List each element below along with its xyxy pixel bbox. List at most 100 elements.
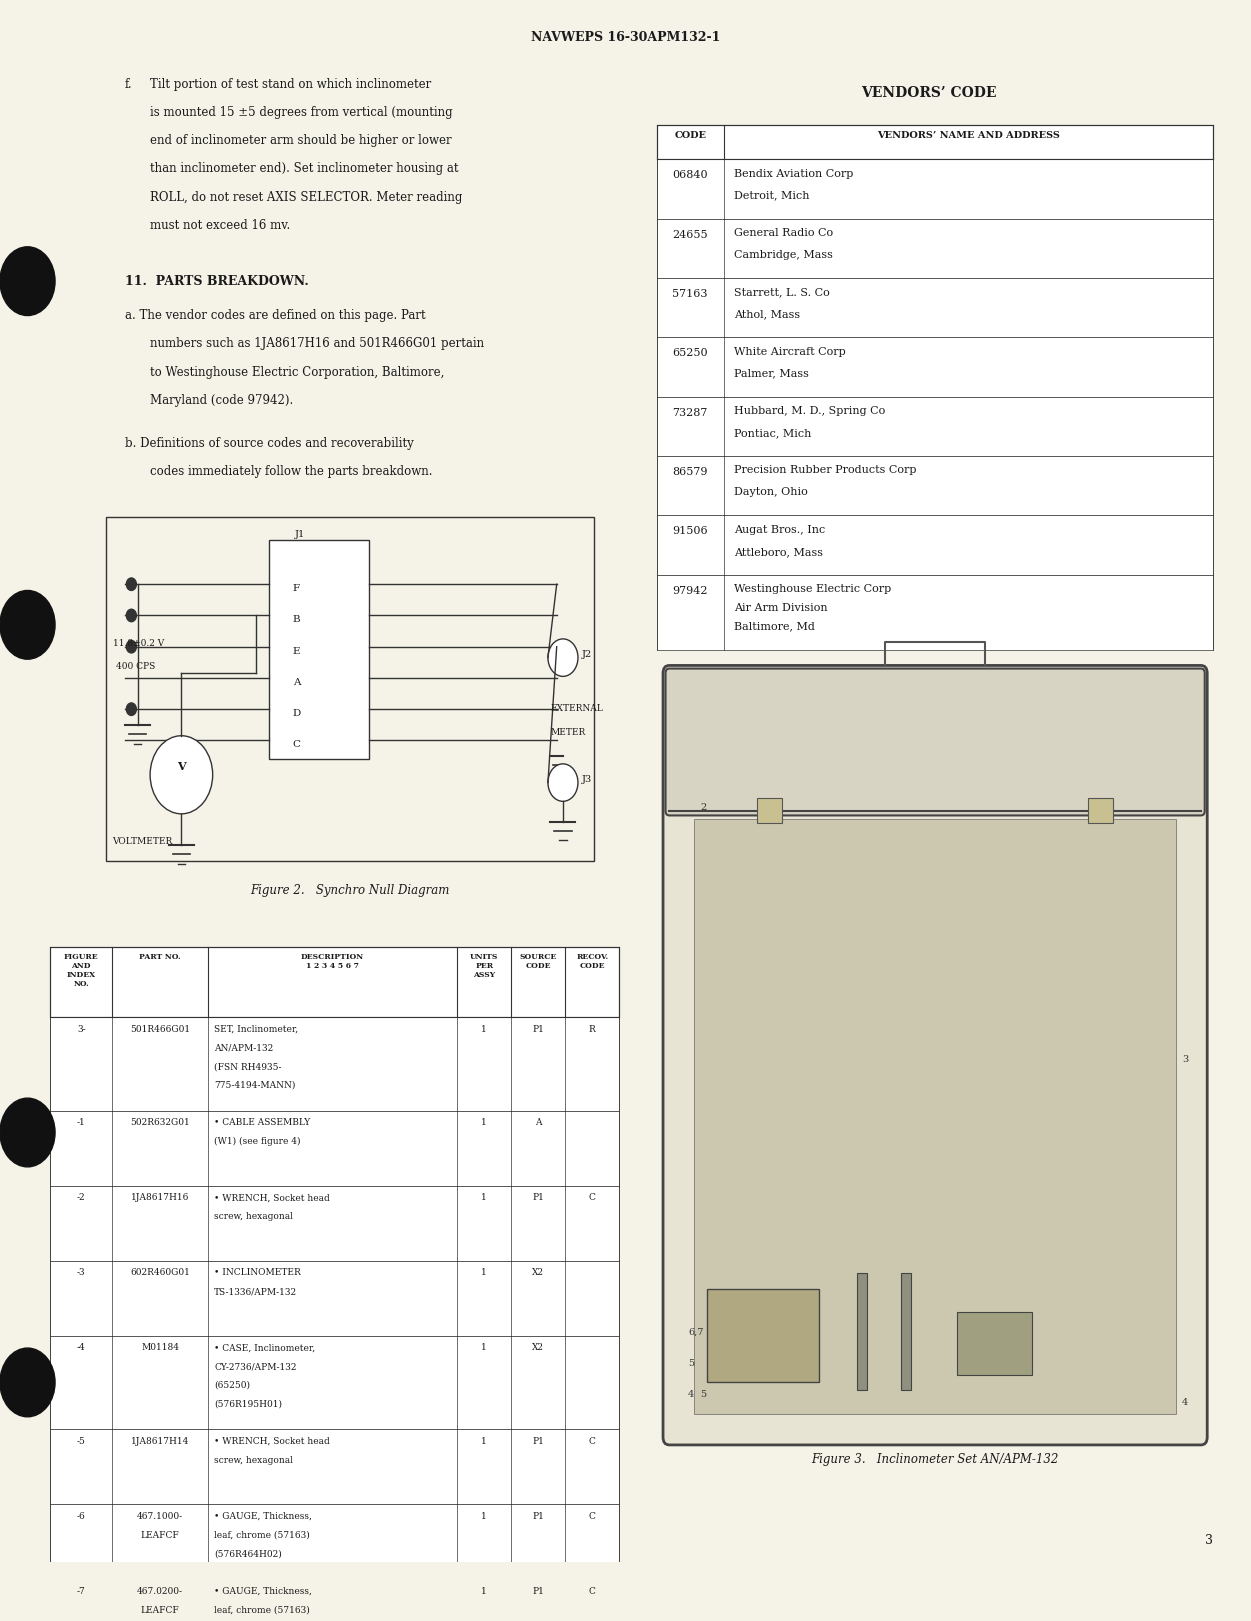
Text: A: A <box>293 678 300 687</box>
Text: Baltimore, Md: Baltimore, Md <box>733 622 814 632</box>
Text: J2: J2 <box>582 650 592 658</box>
Text: 3: 3 <box>1182 1055 1188 1063</box>
Text: VOLTMETER: VOLTMETER <box>113 838 173 846</box>
Text: 1: 1 <box>482 1193 487 1203</box>
Text: 4: 4 <box>688 1391 694 1399</box>
Text: J1: J1 <box>295 530 305 538</box>
Text: 1JA8617H14: 1JA8617H14 <box>131 1438 189 1446</box>
Bar <box>657 279 1213 337</box>
Bar <box>50 1110 619 1185</box>
Text: • WRENCH, Socket head: • WRENCH, Socket head <box>214 1438 330 1446</box>
Text: 5: 5 <box>701 1391 707 1399</box>
Text: Palmer, Mass: Palmer, Mass <box>733 368 808 379</box>
Text: than inclinometer end). Set inclinometer housing at: than inclinometer end). Set inclinometer… <box>150 162 459 175</box>
Text: C: C <box>589 1193 595 1203</box>
Text: 11.8±0.2 V: 11.8±0.2 V <box>113 639 164 648</box>
Text: to Westinghouse Electric Corporation, Baltimore,: to Westinghouse Electric Corporation, Ba… <box>150 365 444 379</box>
Text: P1: P1 <box>532 1024 544 1034</box>
Text: codes immediately follow the parts breakdown.: codes immediately follow the parts break… <box>150 465 433 478</box>
Text: a. The vendor codes are defined on this page. Part: a. The vendor codes are defined on this … <box>125 310 425 323</box>
Text: CODE: CODE <box>674 131 706 139</box>
Text: Detroit, Mich: Detroit, Mich <box>733 191 809 201</box>
Bar <box>657 575 1213 650</box>
Text: Maryland (code 97942).: Maryland (code 97942). <box>150 394 294 407</box>
Text: 602R460G01: 602R460G01 <box>130 1268 190 1277</box>
Text: 1: 1 <box>482 1344 487 1352</box>
Text: 3: 3 <box>1206 1533 1213 1546</box>
FancyBboxPatch shape <box>663 666 1207 1444</box>
Text: • CABLE ASSEMBLY: • CABLE ASSEMBLY <box>214 1118 310 1128</box>
Text: 501R466G01: 501R466G01 <box>130 1024 190 1034</box>
Text: DESCRIPTION
1 2 3 4 5 6 7: DESCRIPTION 1 2 3 4 5 6 7 <box>301 953 364 969</box>
Text: C: C <box>589 1587 595 1597</box>
Text: LEAFCF: LEAFCF <box>141 1530 179 1540</box>
Text: • GAUGE, Thickness,: • GAUGE, Thickness, <box>214 1512 311 1520</box>
FancyBboxPatch shape <box>666 668 1205 815</box>
Text: 1: 1 <box>482 1268 487 1277</box>
Text: Cambridge, Mass: Cambridge, Mass <box>733 250 832 259</box>
Circle shape <box>0 246 55 316</box>
Text: -2: -2 <box>76 1193 85 1203</box>
Bar <box>106 517 594 861</box>
Circle shape <box>0 590 55 660</box>
Text: is mounted 15 ±5 degrees from vertical (mounting: is mounted 15 ±5 degrees from vertical (… <box>150 107 453 120</box>
Text: 502R632G01: 502R632G01 <box>130 1118 190 1128</box>
Text: M01184: M01184 <box>141 1344 179 1352</box>
Text: White Aircraft Corp: White Aircraft Corp <box>733 347 846 357</box>
Text: P1: P1 <box>532 1193 544 1203</box>
Text: f.: f. <box>125 78 133 91</box>
Text: 5: 5 <box>688 1358 694 1368</box>
Text: Hubbard, M. D., Spring Co: Hubbard, M. D., Spring Co <box>733 407 884 417</box>
Text: b. Definitions of source codes and recoverability: b. Definitions of source codes and recov… <box>125 438 414 451</box>
Text: 1: 1 <box>482 1512 487 1520</box>
Text: 467.0200-: 467.0200- <box>138 1587 183 1597</box>
Text: B: B <box>293 616 300 624</box>
Text: Bendix Aviation Corp: Bendix Aviation Corp <box>733 169 853 178</box>
Text: • GAUGE, Thickness,: • GAUGE, Thickness, <box>214 1587 311 1597</box>
Text: 86579: 86579 <box>673 467 708 477</box>
Text: FIGURE
AND
INDEX
NO.: FIGURE AND INDEX NO. <box>64 953 99 989</box>
Text: 06840: 06840 <box>672 170 708 180</box>
Text: 1: 1 <box>482 1118 487 1128</box>
Text: (576R195H01): (576R195H01) <box>214 1399 283 1409</box>
Bar <box>657 397 1213 456</box>
Text: 2: 2 <box>701 802 707 812</box>
Text: • WRENCH, Socket head: • WRENCH, Socket head <box>214 1193 330 1203</box>
Bar <box>707 1289 819 1383</box>
Circle shape <box>126 579 136 590</box>
Text: ROLL, do not reset AXIS SELECTOR. Meter reading: ROLL, do not reset AXIS SELECTOR. Meter … <box>150 191 463 204</box>
Text: RECOV.
CODE: RECOV. CODE <box>577 953 608 969</box>
Text: VENDORS’ NAME AND ADDRESS: VENDORS’ NAME AND ADDRESS <box>877 131 1060 139</box>
Text: Precision Rubber Products Corp: Precision Rubber Products Corp <box>733 465 916 475</box>
Text: AN/APM-132: AN/APM-132 <box>214 1044 274 1052</box>
Text: screw, hexagonal: screw, hexagonal <box>214 1213 293 1221</box>
Bar <box>50 1016 619 1110</box>
Bar <box>50 1336 619 1430</box>
Bar <box>657 159 1213 219</box>
Text: end of inclinometer arm should be higher or lower: end of inclinometer arm should be higher… <box>150 135 452 148</box>
Bar <box>1088 798 1113 823</box>
Text: Dayton, Ohio: Dayton, Ohio <box>733 488 807 498</box>
Text: P1: P1 <box>532 1438 544 1446</box>
Bar <box>50 1261 619 1336</box>
Text: A: A <box>535 1118 542 1128</box>
Text: D: D <box>293 708 300 718</box>
Text: (576R464H02): (576R464H02) <box>214 1550 281 1558</box>
Text: leaf, chrome (57163): leaf, chrome (57163) <box>214 1606 310 1615</box>
Text: 1JA8617H16: 1JA8617H16 <box>131 1193 189 1203</box>
Text: 57163: 57163 <box>673 289 708 298</box>
Text: Figure 3.   Inclinometer Set AN/APM-132: Figure 3. Inclinometer Set AN/APM-132 <box>812 1452 1058 1465</box>
Bar <box>757 798 782 823</box>
Text: -1: -1 <box>76 1118 85 1128</box>
Text: 97942: 97942 <box>673 585 708 597</box>
Bar <box>901 1272 911 1391</box>
Text: C: C <box>589 1512 595 1520</box>
Text: PART NO.: PART NO. <box>139 953 181 961</box>
Text: 1: 1 <box>482 1024 487 1034</box>
Text: 65250: 65250 <box>672 349 708 358</box>
Text: E: E <box>293 647 300 657</box>
Text: VENDORS’ CODE: VENDORS’ CODE <box>861 86 997 101</box>
Text: 11.  PARTS BREAKDOWN.: 11. PARTS BREAKDOWN. <box>125 276 309 289</box>
Text: -5: -5 <box>76 1438 85 1446</box>
Text: -7: -7 <box>76 1587 85 1597</box>
